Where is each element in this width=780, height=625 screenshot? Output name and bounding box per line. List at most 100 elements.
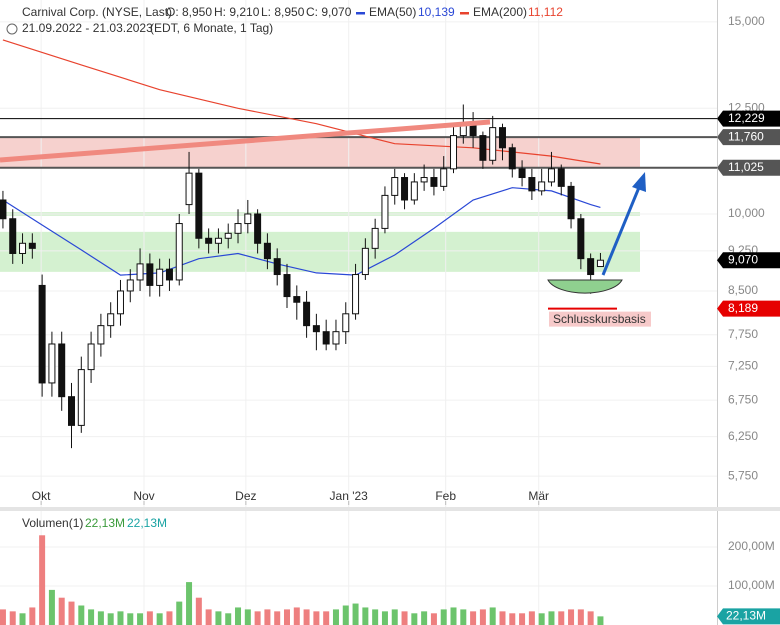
volume-bar [127, 613, 134, 625]
volume-bar [195, 597, 202, 625]
volume-bar [146, 611, 153, 625]
price-tag [717, 252, 780, 269]
candle-body [146, 263, 154, 286]
candle-body [440, 168, 448, 187]
price-tag [717, 300, 780, 317]
volume-bar [401, 611, 408, 625]
candle-body [185, 172, 193, 206]
volume-bar [29, 607, 36, 625]
volume-bar [509, 613, 516, 625]
candle-body [430, 177, 438, 187]
arrow [601, 184, 642, 276]
volume-bar [519, 613, 526, 625]
volume-bar [117, 611, 124, 625]
y-tick-label: 7,250 [728, 358, 758, 372]
candle-body [342, 313, 350, 333]
panel-divider [0, 507, 780, 511]
price-tag-label: 12,229 [728, 111, 765, 125]
volume-bar [264, 609, 271, 625]
y-tick-label: 15,000 [728, 14, 765, 28]
volume-bar [528, 611, 535, 625]
x-tick-label: Okt [32, 489, 51, 503]
price-tag-label: 11,025 [728, 160, 764, 174]
candle-body [332, 331, 340, 345]
candle-body [528, 177, 536, 192]
candle-body [234, 223, 242, 234]
candle-body [116, 290, 124, 315]
candle-body [596, 259, 604, 268]
support-note-bg [549, 311, 651, 327]
candle-body [205, 237, 213, 244]
candle-body [126, 279, 134, 292]
volume-bar [421, 611, 428, 625]
candle-body [244, 213, 252, 225]
candle-body [136, 263, 144, 281]
legend-swatch [460, 12, 469, 15]
volume-bar [440, 609, 447, 625]
candle-body [489, 127, 497, 161]
price-tag-label: 11,760 [728, 129, 764, 143]
volume-value: 22,13M [127, 516, 167, 530]
candle-body [410, 181, 418, 201]
volume-bar [107, 613, 114, 625]
price-tag [717, 129, 780, 146]
high: H: 9,210 [214, 5, 260, 19]
volume-bar [88, 609, 95, 625]
volume-bar [283, 609, 290, 625]
price-tag-label: 9,070 [728, 252, 758, 266]
candle-body [391, 177, 399, 196]
volume-bar [342, 605, 349, 625]
y-tick-label: 8,500 [728, 283, 758, 297]
volume-bar [19, 613, 26, 625]
price-panel [0, 0, 717, 625]
candle-body [361, 247, 369, 276]
volume-tag-label: 22,13M [726, 609, 766, 623]
volume-bar [215, 611, 222, 625]
legend-swatch [356, 12, 365, 15]
legend-value: 10,139 [418, 5, 455, 19]
candle-body [508, 147, 516, 170]
volume-bar [78, 605, 85, 625]
volume-bar [323, 611, 330, 625]
volume-bar [470, 611, 477, 625]
candle-body [450, 135, 458, 170]
arrow-head [632, 172, 646, 192]
candle-body [107, 313, 115, 327]
candle-body [381, 194, 389, 229]
volume-bar [225, 613, 232, 625]
volume-bar [293, 607, 300, 625]
candle-body [9, 218, 17, 254]
ema-line [2, 39, 601, 165]
period: 21.09.2022 - 21.03.2023 [22, 21, 153, 35]
volume-bar [568, 609, 575, 625]
candle-body [214, 237, 222, 244]
candle-body [195, 172, 203, 239]
y-tick-label: 7,750 [728, 327, 758, 341]
candle-body [273, 258, 281, 276]
volume-bar [558, 611, 565, 625]
volume-bar [381, 611, 388, 625]
candle-body [0, 199, 7, 220]
volume-bar [166, 611, 173, 625]
candle-body [254, 213, 262, 244]
candle-body [165, 268, 173, 281]
x-tick-label: Mär [528, 489, 549, 503]
y-tick-label: 6,750 [728, 392, 758, 406]
candle-body [587, 258, 595, 276]
candle-body [518, 168, 526, 179]
volume-bar [205, 609, 212, 625]
candle-body [28, 242, 36, 249]
candle-body [498, 127, 506, 149]
candle-body [293, 296, 301, 303]
zone [0, 231, 640, 272]
volume-bar [479, 609, 486, 625]
candle-body [58, 343, 66, 398]
volume-bar [48, 589, 55, 625]
volume-bar [372, 609, 379, 625]
volume-title: Volumen(1) [22, 516, 83, 530]
volume-bar [39, 535, 46, 625]
title: Carnival Corp. (NYSE, Last) [22, 5, 172, 19]
candle-body [19, 242, 27, 254]
candle-body [303, 301, 311, 327]
